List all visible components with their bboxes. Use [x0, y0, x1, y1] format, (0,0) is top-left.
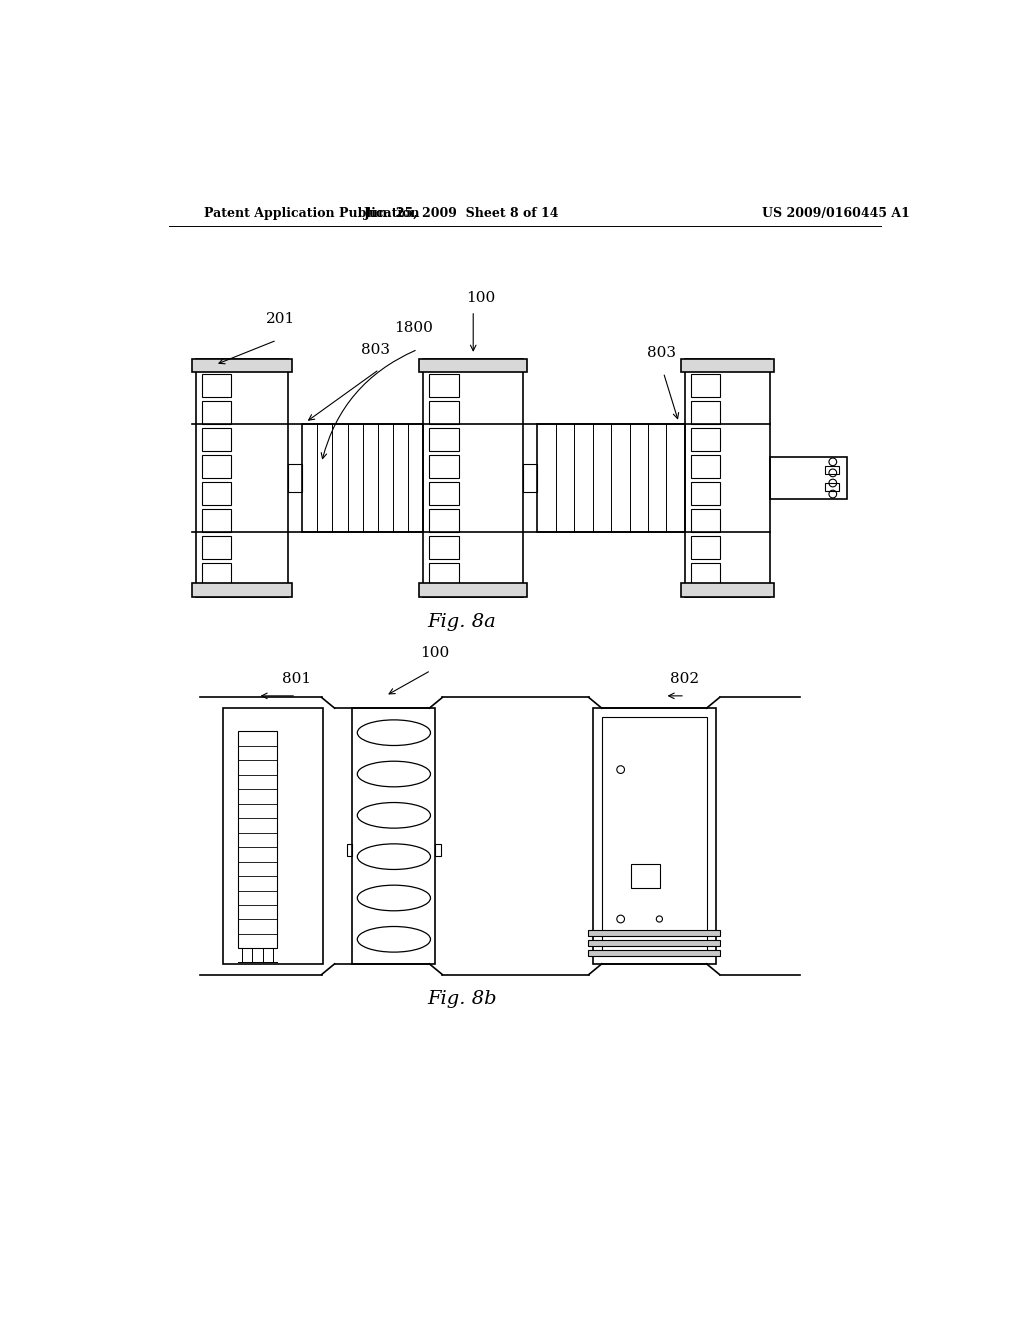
Bar	[202, 508, 231, 532]
Text: 1800: 1800	[394, 322, 433, 335]
Text: 803: 803	[360, 343, 390, 358]
Bar	[223, 708, 323, 964]
Bar	[631, 863, 660, 888]
Text: 803: 803	[647, 346, 677, 360]
Text: 801: 801	[282, 672, 310, 686]
Bar	[429, 374, 459, 397]
Bar	[289, 465, 302, 492]
Text: 100: 100	[466, 290, 496, 305]
Bar	[239, 731, 276, 949]
Bar	[681, 359, 773, 372]
Bar	[691, 428, 720, 451]
Text: Jun. 25, 2009  Sheet 8 of 14: Jun. 25, 2009 Sheet 8 of 14	[364, 207, 559, 220]
Bar	[419, 583, 527, 598]
Bar	[691, 401, 720, 424]
Text: Fig. 8b: Fig. 8b	[427, 990, 497, 1008]
Bar	[691, 508, 720, 532]
Bar	[691, 374, 720, 397]
Bar	[202, 455, 231, 478]
Text: 100: 100	[420, 647, 450, 660]
Bar	[202, 482, 231, 506]
Bar	[691, 482, 720, 506]
Bar	[196, 359, 289, 598]
Bar	[588, 950, 720, 956]
Bar	[681, 583, 773, 598]
Bar	[429, 562, 459, 586]
Bar	[202, 401, 231, 424]
Bar	[770, 457, 847, 499]
Bar	[419, 359, 527, 372]
Bar	[429, 536, 459, 558]
Bar	[588, 940, 720, 946]
Text: Patent Application Publication: Patent Application Publication	[204, 207, 419, 220]
Bar	[347, 843, 352, 857]
Bar	[352, 708, 435, 964]
Text: Fig. 8a: Fig. 8a	[427, 612, 496, 631]
Bar	[691, 455, 720, 478]
Bar	[593, 708, 716, 964]
Bar	[538, 424, 685, 532]
Bar	[691, 536, 720, 558]
Bar	[202, 536, 231, 558]
Bar	[429, 482, 459, 506]
Bar	[429, 455, 459, 478]
Bar	[435, 843, 441, 857]
Bar	[429, 508, 459, 532]
Bar	[691, 562, 720, 586]
Text: 201: 201	[266, 313, 295, 326]
Bar	[193, 583, 292, 598]
Bar	[685, 359, 770, 598]
Bar	[588, 929, 720, 936]
Bar	[202, 562, 231, 586]
Text: US 2009/0160445 A1: US 2009/0160445 A1	[762, 207, 910, 220]
Bar	[202, 374, 231, 397]
Bar	[825, 466, 839, 474]
Bar	[825, 483, 839, 491]
Bar	[429, 428, 459, 451]
Bar	[193, 359, 292, 372]
Bar	[602, 718, 707, 954]
Text: 802: 802	[671, 672, 699, 686]
Bar	[429, 401, 459, 424]
Bar	[523, 465, 538, 492]
Bar	[423, 359, 523, 598]
Bar	[302, 424, 423, 532]
Bar	[202, 428, 231, 451]
